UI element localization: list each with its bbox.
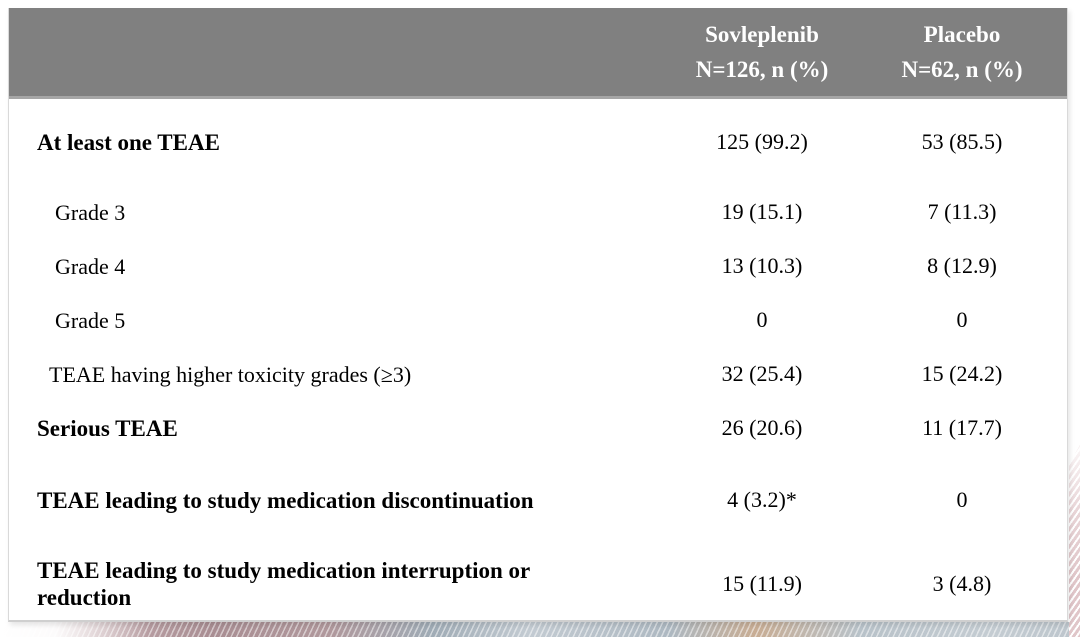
table-row-at-least-one-teae: At least one TEAE 125 (99.2) 53 (85.5) — [9, 99, 1067, 185]
sovleplenib-value: 125 (99.2) — [716, 129, 808, 154]
sovleplenib-value: 19 (15.1) — [721, 199, 803, 224]
placebo-value: 7 (11.3) — [927, 199, 997, 224]
placebo-value: 53 (85.5) — [921, 129, 1003, 154]
sovleplenib-value: 13 (10.3) — [721, 253, 803, 278]
placebo-value: 0 — [956, 307, 968, 332]
placebo-value: 0 — [956, 487, 968, 512]
sovleplenib-value: 0 — [756, 307, 768, 332]
table-row-grade-3: Grade 3 19 (15.1) 7 (11.3) — [9, 185, 1067, 239]
placebo-value: 15 (24.2) — [921, 361, 1003, 386]
table-row-serious-teae: Serious TEAE 26 (20.6) 11 (17.7) — [9, 401, 1067, 455]
header-spacer-cell — [9, 8, 652, 96]
teae-summary-table: Sovleplenib N=126, n (%) Placebo N=62, n… — [8, 8, 1068, 622]
table-row-interruption-or-reduction: TEAE leading to study medication interru… — [9, 545, 1067, 622]
table-row-discontinuation: TEAE leading to study medication discont… — [9, 455, 1067, 545]
row-label: Grade 4 — [55, 253, 126, 279]
placebo-value: 3 (4.8) — [932, 570, 992, 596]
table-row-grade-4: Grade 4 13 (10.3) 8 (12.9) — [9, 239, 1067, 293]
column-header-sovleplenib-n: N=126, n (%) — [695, 57, 829, 82]
sovleplenib-value: 4 (3.2)* — [727, 487, 797, 512]
column-header-placebo-name: Placebo — [923, 22, 1001, 47]
table-row-higher-toxicity-grades: TEAE having higher toxicity grades (≥3) … — [9, 347, 1067, 401]
row-label: TEAE leading to study medication interru… — [37, 557, 530, 610]
sovleplenib-value: 32 (25.4) — [721, 361, 803, 386]
column-header-placebo-n: N=62, n (%) — [901, 57, 1023, 82]
row-label: Grade 3 — [55, 199, 126, 225]
row-label: TEAE leading to study medication discont… — [37, 487, 534, 513]
table-row-grade-5: Grade 5 0 0 — [9, 293, 1067, 347]
placebo-value: 8 (12.9) — [927, 253, 997, 278]
column-header-sovleplenib-name: Sovleplenib — [705, 22, 819, 47]
table-header-row: Sovleplenib N=126, n (%) Placebo N=62, n… — [9, 8, 1067, 99]
table-body: At least one TEAE 125 (99.2) 53 (85.5) G… — [9, 99, 1067, 622]
right-decoration-band — [1069, 445, 1080, 637]
row-label: Serious TEAE — [37, 415, 178, 441]
row-label: At least one TEAE — [37, 129, 220, 155]
row-label: Grade 5 — [55, 307, 126, 333]
row-label: TEAE having higher toxicity grades (≥3) — [49, 361, 412, 387]
sovleplenib-value: 26 (20.6) — [721, 415, 803, 440]
column-header-sovleplenib: Sovleplenib N=126, n (%) — [652, 8, 872, 96]
sovleplenib-value: 15 (11.9) — [722, 570, 802, 596]
column-header-placebo: Placebo N=62, n (%) — [872, 8, 1067, 96]
placebo-value: 11 (17.7) — [922, 415, 1002, 440]
bottom-decoration-band — [0, 622, 1080, 637]
